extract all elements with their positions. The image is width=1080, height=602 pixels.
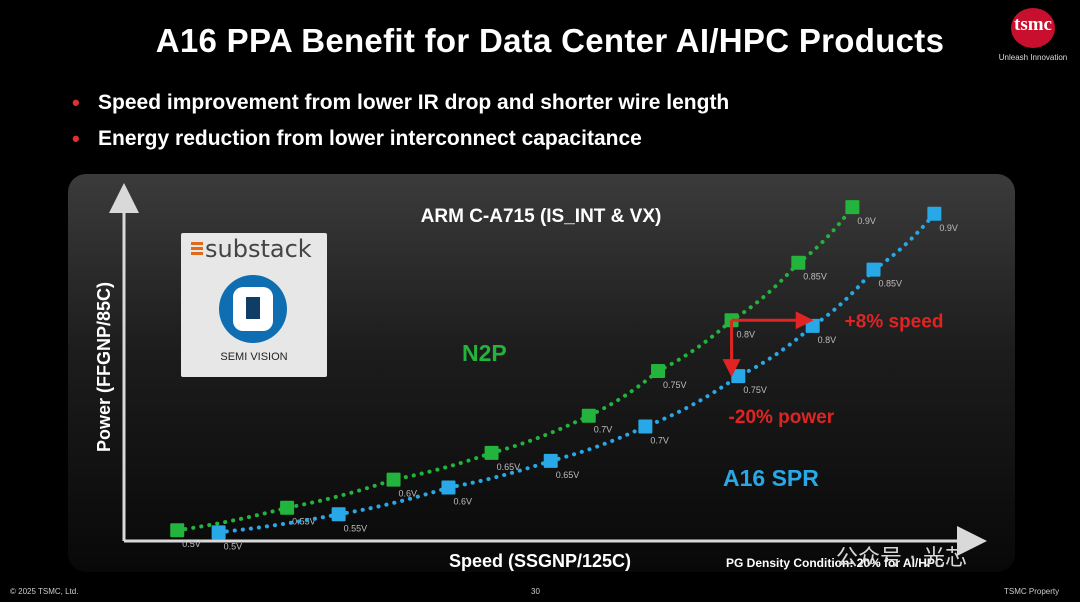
power-annotation: -20% power [729, 407, 835, 428]
semi-vision-logo-icon [219, 275, 287, 343]
chart-title: ARM C-A715 (IS_INT & VX) [421, 206, 662, 227]
footer-property: TSMC Property [1004, 587, 1060, 596]
density-note: PG Density Condition: 20% for AI/HPC [726, 556, 944, 570]
bullet-list: • Speed improvement from lower IR drop an… [72, 88, 729, 160]
substack-logo-icon [191, 242, 203, 258]
bullet-item: • Speed improvement from lower IR drop an… [72, 88, 729, 124]
data-point [543, 453, 558, 468]
slide-title: A16 PPA Benefit for Data Center AI/HPC P… [155, 22, 945, 59]
data-label: 0.8V [737, 329, 756, 339]
data-label: 0.6V [453, 497, 472, 507]
data-label: 0.65V [497, 462, 521, 472]
footer-copyright: © 2025 TSMC, Ltd. [10, 587, 79, 596]
series-line-n2p [175, 205, 855, 533]
data-point [791, 255, 806, 270]
series-label-a16: A16 SPR [723, 465, 819, 491]
data-label: 0.65V [556, 470, 580, 480]
data-point [170, 523, 185, 538]
data-point [211, 525, 226, 540]
data-label: 0.5V [224, 541, 243, 551]
data-point [845, 200, 860, 215]
bullet-dot-icon: • [72, 90, 80, 115]
bullet-text: Energy reduction from lower interconnect… [98, 127, 642, 150]
data-point [651, 363, 666, 378]
data-label: 0.7V [594, 425, 613, 435]
data-point [331, 507, 346, 522]
speed-annotation: +8% speed [845, 311, 944, 332]
data-label: 0.6V [399, 489, 418, 499]
data-point [731, 369, 746, 384]
series-label-n2p: N2P [462, 340, 507, 366]
data-point [280, 500, 295, 515]
chart-axes [109, 183, 987, 556]
data-label: 0.9V [857, 216, 876, 226]
tsmc-tagline: Unleash Innovation [998, 53, 1068, 62]
data-label: 0.8V [818, 335, 837, 345]
x-axis-label: Speed (SSGNP/125C) [449, 551, 631, 571]
footer-page-number: 30 [531, 587, 540, 596]
data-label: 0.85V [879, 279, 903, 289]
data-point [484, 445, 499, 460]
data-label: 0.55V [292, 517, 316, 527]
data-point [805, 318, 820, 333]
data-label: 0.75V [743, 385, 767, 395]
annotation-layer: +8% speed -20% power [722, 311, 944, 428]
tsmc-logo: tsmc Unleash Innovation [996, 6, 1070, 68]
wechat-watermark: 公众号 · 光芯 [836, 546, 967, 571]
chart-text-layer: ARM C-A715 (IS_INT & VX) Speed (SSGNP/125… [94, 206, 819, 571]
substack-watermark: substack SEMI VISION [181, 233, 327, 377]
data-point [441, 480, 456, 495]
data-point [386, 472, 401, 487]
watermark-brand: substack [205, 235, 312, 263]
tsmc-logo-mark-icon [1011, 8, 1055, 48]
data-point [866, 262, 881, 277]
series-layer: 0.5V 0.55V 0.6V 0.65V 0.7V 0.75V 0.8V 0.85V 0.9V… [170, 200, 958, 551]
data-label: 0.7V [650, 435, 669, 445]
y-axis-label: Power (FFGNP/85C) [94, 282, 114, 452]
bullet-text: Speed improvement from lower IR drop and… [98, 91, 730, 114]
data-point [927, 206, 942, 221]
bullet-dot-icon: • [72, 126, 80, 151]
data-label: 0.9V [939, 223, 958, 233]
data-label: 0.55V [344, 523, 368, 533]
bullet-item: • Energy reduction from lower interconnec… [72, 124, 729, 160]
data-label: 0.5V [182, 539, 201, 549]
tsmc-logo-text: tsmc [1014, 14, 1052, 35]
watermark-subtitle: SEMI VISION [220, 351, 288, 363]
data-point [638, 419, 653, 434]
series-a16-spr: 0.5V 0.55V 0.6V 0.65V 0.7V 0.75V 0.8V 0.85V 0.9V [211, 206, 958, 551]
data-label: 0.85V [803, 272, 827, 282]
data-point [581, 408, 596, 423]
data-label: 0.75V [663, 380, 687, 390]
